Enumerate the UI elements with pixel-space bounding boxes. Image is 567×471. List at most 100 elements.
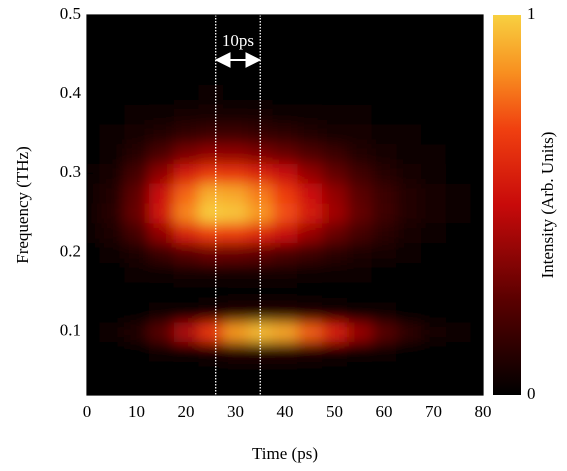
heatmap-cell <box>148 143 175 164</box>
heatmap-cell <box>346 321 373 343</box>
heatmap-cell <box>297 143 323 164</box>
heatmap-cell <box>247 123 274 145</box>
heatmap-cell <box>371 123 397 145</box>
heatmap-cell <box>421 183 447 204</box>
heatmap-cell <box>223 341 249 362</box>
heatmap-cell <box>445 361 472 382</box>
heatmap-cell <box>223 222 249 244</box>
colorbar <box>493 15 521 395</box>
heatmap-cell <box>148 183 175 204</box>
x-tick-label: 60 <box>376 402 393 421</box>
colorbar-tick-label: 0 <box>527 384 536 403</box>
heatmap-cell <box>198 44 224 65</box>
heatmap-cell <box>470 242 483 263</box>
heatmap-cell <box>445 104 472 125</box>
heatmap-cell <box>346 123 373 145</box>
heatmap-cell <box>346 262 373 283</box>
heatmap-cell <box>198 301 224 323</box>
heatmap-cell <box>87 301 100 323</box>
heatmap-cell <box>371 301 397 323</box>
heatmap-cell <box>371 44 397 65</box>
heatmap-cell <box>148 301 175 323</box>
heatmap-cell <box>346 15 373 26</box>
heatmap-cell <box>223 64 249 85</box>
heatmap-cell <box>87 381 100 395</box>
heatmap-cell <box>247 24 274 46</box>
heatmap-cell <box>124 143 150 164</box>
heatmap-cell <box>198 361 224 382</box>
heatmap-cell <box>445 341 472 362</box>
heatmap-cell <box>272 64 298 85</box>
heatmap-cell <box>173 163 199 184</box>
heatmap-cell <box>297 321 323 343</box>
heatmap-cell <box>272 24 298 46</box>
heatmap-cell <box>297 44 323 65</box>
heatmap-cell <box>297 84 323 105</box>
heatmap-cell <box>470 44 483 65</box>
x-tick-label: 50 <box>326 402 343 421</box>
heatmap-cell <box>470 24 483 46</box>
heatmap-cell <box>223 143 249 164</box>
heatmap-cell <box>87 242 100 263</box>
heatmap-cell <box>99 301 125 323</box>
heatmap-cell <box>371 361 397 382</box>
heatmap-cell <box>173 321 199 343</box>
heatmap-cell <box>371 84 397 105</box>
heatmap-cell <box>445 321 472 343</box>
heatmap-cell <box>445 282 472 303</box>
heatmap-cell <box>421 143 447 164</box>
heatmap-cell <box>148 104 175 125</box>
heatmap-cell <box>346 282 373 303</box>
heatmap-cell <box>87 104 100 125</box>
heatmap-cell <box>124 203 150 224</box>
heatmap-cell <box>173 301 199 323</box>
heatmap-cell <box>173 123 199 145</box>
heatmap-cell <box>198 64 224 85</box>
y-axis-title: Frequency (THz) <box>13 146 32 264</box>
heatmap-cell <box>124 321 150 343</box>
heatmap-cell <box>99 361 125 382</box>
heatmap-cell <box>87 15 100 26</box>
heatmap-cell <box>322 282 348 303</box>
heatmap-cell <box>198 381 224 395</box>
heatmap-cell <box>223 242 249 263</box>
heatmap-cell <box>371 341 397 362</box>
heatmap-cell <box>371 203 397 224</box>
heatmap-cell <box>396 381 422 395</box>
heatmap-cell <box>346 24 373 46</box>
heatmap-cell <box>272 341 298 362</box>
y-tick-label: 0.3 <box>60 162 81 181</box>
heatmap-cell <box>346 84 373 105</box>
heatmap-cell <box>198 15 224 26</box>
x-tick-label: 80 <box>475 402 492 421</box>
overlay: 0 10 20 30 40 50 60 70 80 0.1 0.2 0.3 0.4 0.5 10ps <box>60 4 492 421</box>
heatmap-cell <box>87 321 100 343</box>
heatmap-cell <box>148 321 175 343</box>
heatmap-cell <box>99 203 125 224</box>
heatmap-cell <box>173 262 199 283</box>
heatmap-cell <box>396 104 422 125</box>
heatmap-cell <box>322 361 348 382</box>
x-tick-label: 10 <box>128 402 145 421</box>
heatmap-cell <box>247 163 274 184</box>
heatmap-cell <box>421 242 447 263</box>
heatmap-cell <box>198 143 224 164</box>
heatmap-cell <box>99 282 125 303</box>
heatmap-cell <box>470 104 483 125</box>
heatmap-cell <box>346 341 373 362</box>
heatmap-cell <box>99 24 125 46</box>
heatmap-cell <box>87 143 100 164</box>
heatmap-cell <box>173 104 199 125</box>
heatmap-cell <box>371 24 397 46</box>
heatmap-cell <box>297 203 323 224</box>
heatmap-cell <box>396 64 422 85</box>
heatmap-cell <box>223 381 249 395</box>
heatmap-cell <box>148 163 175 184</box>
heatmap-cell <box>322 104 348 125</box>
heatmap-cell <box>396 44 422 65</box>
heatmap-cell <box>346 222 373 244</box>
heatmap-cell <box>272 301 298 323</box>
heatmap-cell <box>470 203 483 224</box>
heatmap-cell <box>322 64 348 85</box>
heatmap-cell <box>247 64 274 85</box>
